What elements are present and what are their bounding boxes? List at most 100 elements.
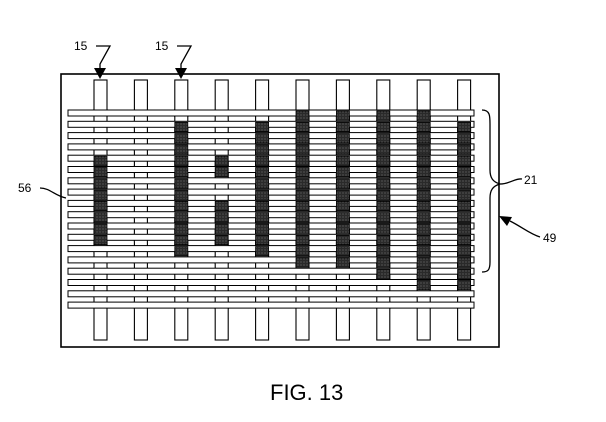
- dark-cell: [175, 145, 188, 154]
- dark-cell: [256, 179, 269, 188]
- dark-cell: [94, 156, 107, 165]
- dark-cell: [175, 190, 188, 199]
- dark-cell: [94, 213, 107, 222]
- dark-cell: [417, 179, 430, 188]
- weft-yarn: [68, 268, 474, 274]
- dark-cell: [458, 224, 471, 233]
- dark-cell: [215, 224, 228, 233]
- dark-cell: [175, 201, 188, 210]
- dark-cell: [417, 247, 430, 256]
- dark-cell: [377, 258, 390, 267]
- label-21: 21: [524, 173, 538, 187]
- dark-cell: [458, 122, 471, 131]
- label-49: 49: [543, 231, 557, 245]
- dark-cell: [458, 258, 471, 267]
- dark-cell: [256, 201, 269, 210]
- dark-cell: [175, 122, 188, 131]
- dark-cell: [417, 156, 430, 165]
- weft-yarn: [68, 302, 474, 308]
- dark-cell: [215, 235, 228, 244]
- dark-cell: [336, 134, 349, 143]
- dark-cell: [336, 201, 349, 210]
- dark-cell: [215, 201, 228, 210]
- dark-cell: [336, 235, 349, 244]
- dark-cell: [377, 235, 390, 244]
- dark-cell: [377, 201, 390, 210]
- dark-cell: [296, 235, 309, 244]
- dark-cell: [336, 156, 349, 165]
- dark-cell: [296, 179, 309, 188]
- weft-yarn: [68, 167, 474, 173]
- dark-cell: [458, 190, 471, 199]
- weft-yarn: [68, 144, 474, 150]
- dark-cell: [417, 190, 430, 199]
- dark-cell: [175, 134, 188, 143]
- weft-yarn: [68, 212, 474, 218]
- dark-cell: [94, 224, 107, 233]
- dark-cell: [458, 134, 471, 143]
- weft-yarn: [68, 257, 474, 263]
- dark-cell: [458, 179, 471, 188]
- dark-cell: [377, 247, 390, 256]
- dark-cell: [296, 111, 309, 120]
- dark-cell: [296, 122, 309, 131]
- dark-cell: [377, 145, 390, 154]
- dark-cell: [175, 179, 188, 188]
- dark-cell: [417, 122, 430, 131]
- dark-cell: [336, 111, 349, 120]
- dark-cell: [94, 190, 107, 199]
- dark-cell: [417, 224, 430, 233]
- weft-yarn: [68, 178, 474, 184]
- leader-15-right: [177, 46, 191, 68]
- dark-cell: [458, 247, 471, 256]
- dark-cell: [336, 122, 349, 131]
- dark-cell: [296, 247, 309, 256]
- dark-cell: [336, 190, 349, 199]
- dark-cell: [256, 122, 269, 131]
- dark-cell: [336, 247, 349, 256]
- dark-cell: [336, 145, 349, 154]
- weft-yarn: [68, 234, 474, 240]
- dark-cell: [94, 179, 107, 188]
- dark-cell: [458, 156, 471, 165]
- dark-cell: [175, 235, 188, 244]
- dark-cell: [377, 122, 390, 131]
- dark-cell: [94, 168, 107, 177]
- dark-cell: [377, 190, 390, 199]
- weft-yarn: [68, 291, 474, 297]
- dark-cell: [458, 201, 471, 210]
- dark-cell: [256, 247, 269, 256]
- dark-cell: [215, 213, 228, 222]
- dark-cell: [377, 134, 390, 143]
- dark-cell: [175, 247, 188, 256]
- leader-21: [500, 179, 522, 184]
- dark-cell: [336, 179, 349, 188]
- dark-cell: [417, 235, 430, 244]
- dark-cell: [377, 224, 390, 233]
- dark-cell: [296, 190, 309, 199]
- label-15-left: 15: [74, 39, 88, 53]
- dark-cell: [458, 235, 471, 244]
- weft-yarn: [68, 200, 474, 206]
- dark-cell: [417, 111, 430, 120]
- dark-cell: [175, 156, 188, 165]
- dark-cell: [377, 269, 390, 278]
- leader-49: [510, 221, 540, 237]
- dark-cell: [215, 156, 228, 165]
- dark-cell: [296, 201, 309, 210]
- weft-yarn: [68, 155, 474, 161]
- dark-cell: [94, 201, 107, 210]
- weft-yarn: [68, 110, 474, 116]
- weft-yarn: [68, 223, 474, 229]
- weft-yarn: [68, 246, 474, 252]
- dark-cell: [377, 179, 390, 188]
- dark-cell: [458, 213, 471, 222]
- dark-cell: [256, 235, 269, 244]
- dark-cell: [458, 281, 471, 290]
- dark-cell: [256, 190, 269, 199]
- weft-yarn: [68, 189, 474, 195]
- leader-15-left: [96, 46, 110, 68]
- dark-cell: [256, 213, 269, 222]
- dark-cell: [377, 213, 390, 222]
- figure-caption: FIG. 13: [270, 380, 343, 405]
